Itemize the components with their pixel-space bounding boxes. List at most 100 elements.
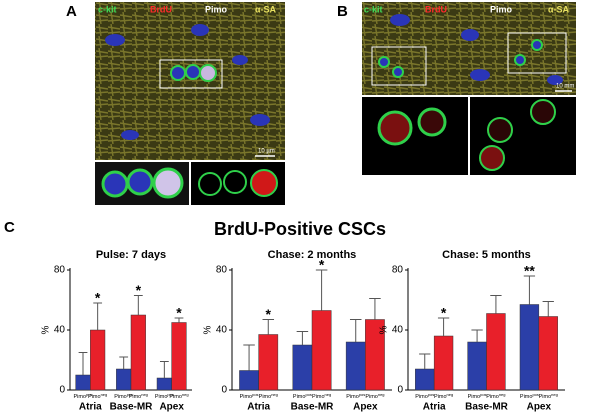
series-name: Pimo (415, 394, 428, 400)
stain-label: c-kit (98, 4, 117, 14)
series-name: Pimo (486, 394, 499, 400)
x-tick-label: Apex (527, 402, 552, 413)
series-name-sup: neg (499, 392, 506, 397)
series-name-sup: pos (86, 392, 92, 397)
series-name: Pimo (520, 394, 533, 400)
chart-title: Pulse: 7 days (96, 249, 166, 261)
y-tick-label: 0 (59, 385, 65, 396)
series-name: Pimo (346, 394, 359, 400)
stain-label: α-SA (255, 4, 277, 14)
y-tick-label: 0 (397, 385, 403, 396)
y-tick-label: 0 (221, 385, 227, 396)
series-name-sup: neg (101, 392, 108, 397)
series-name-sup: neg (271, 392, 278, 397)
significance-mark: * (266, 306, 272, 322)
series-name: Pimo (129, 394, 142, 400)
stain-label: BrdU (150, 4, 172, 14)
series-name-sup: neg (182, 392, 189, 397)
bar-label: Pimoneg (312, 392, 331, 400)
x-tick-label: Atria (79, 402, 102, 413)
series-name-sup: neg (378, 392, 385, 397)
stain-label: Pimo (490, 4, 513, 14)
chart-title: Chase: 5 months (442, 249, 531, 261)
bar-label: Pimoneg (129, 392, 148, 400)
bar-label: Pimoneg (88, 392, 107, 400)
micrograph-a (95, 2, 285, 205)
bar-label: Pimoneg (486, 392, 505, 400)
bar (486, 313, 506, 391)
bar-label: Pimopos (114, 392, 133, 400)
bar (519, 304, 540, 391)
bar (415, 368, 435, 391)
y-axis-label: % (41, 325, 52, 334)
y-axis-label: % (379, 325, 390, 334)
bar-label: Pimopos (415, 392, 434, 400)
micrograph-b (362, 2, 576, 175)
bar (171, 322, 187, 391)
y-tick-label: 80 (392, 265, 404, 276)
x-tick-label: Apex (159, 402, 184, 413)
x-tick-label: Base-MR (110, 402, 154, 413)
series-name-sup: neg (325, 392, 332, 397)
bar (156, 377, 172, 391)
series-name-sup: pos (305, 392, 311, 397)
bar (116, 368, 132, 391)
series-name-sup: neg (141, 392, 148, 397)
significance-mark: ** (524, 263, 535, 279)
bar-label: Pimopos (155, 392, 174, 400)
series-name: Pimo (468, 394, 481, 400)
significance-mark: * (95, 290, 101, 306)
series-name: Pimo (293, 394, 306, 400)
bar (467, 341, 487, 391)
x-tick-label: Atria (247, 402, 270, 413)
significance-mark: * (136, 282, 142, 298)
significance-mark: * (319, 257, 325, 273)
series-name-sup: pos (428, 392, 434, 397)
figure-title: BrdU-Positive CSCs (214, 219, 386, 239)
bar-label: Pimopos (346, 392, 365, 400)
series-name: Pimo (240, 394, 253, 400)
series-name: Pimo (365, 394, 378, 400)
bar (90, 329, 106, 391)
y-tick-label: 80 (54, 265, 66, 276)
bar (311, 310, 332, 391)
series-name-sup: pos (359, 392, 365, 397)
series-name: Pimo (169, 394, 182, 400)
x-tick-label: Atria (423, 402, 446, 413)
series-name: Pimo (114, 394, 127, 400)
stain-label: c-kit (364, 4, 383, 14)
panel-label: B (337, 3, 348, 20)
series-name-sup: pos (252, 392, 258, 397)
y-tick-label: 40 (54, 325, 66, 336)
y-tick-label: 80 (216, 265, 228, 276)
bar (538, 316, 558, 391)
series-name-sup: neg (447, 392, 454, 397)
series-name-sup: pos (167, 392, 173, 397)
bar (345, 341, 366, 391)
bar-label: Pimopos (293, 392, 312, 400)
bar (292, 344, 313, 391)
bar-label: Pimoneg (169, 392, 188, 400)
series-name: Pimo (155, 394, 168, 400)
x-tick-label: Base-MR (465, 402, 509, 413)
series-name: Pimo (74, 394, 87, 400)
y-axis-label: % (203, 325, 214, 334)
scale-bar-label: 10 mm (556, 84, 574, 90)
bar (130, 314, 146, 391)
y-tick-label: 40 (216, 325, 228, 336)
scale-bar-label: 10 µm (258, 149, 275, 155)
bar-label: Pimopos (520, 392, 539, 400)
bar (75, 374, 91, 391)
series-name: Pimo (434, 394, 447, 400)
bar-label: Pimoneg (365, 392, 384, 400)
series-name-sup: pos (127, 392, 133, 397)
x-tick-label: Apex (353, 402, 378, 413)
panel-label: A (66, 3, 77, 20)
bar-label: Pimopos (468, 392, 487, 400)
stain-label: Pimo (205, 4, 228, 14)
significance-mark: * (176, 305, 182, 321)
series-name: Pimo (88, 394, 101, 400)
series-name: Pimo (312, 394, 325, 400)
bar (433, 335, 454, 391)
